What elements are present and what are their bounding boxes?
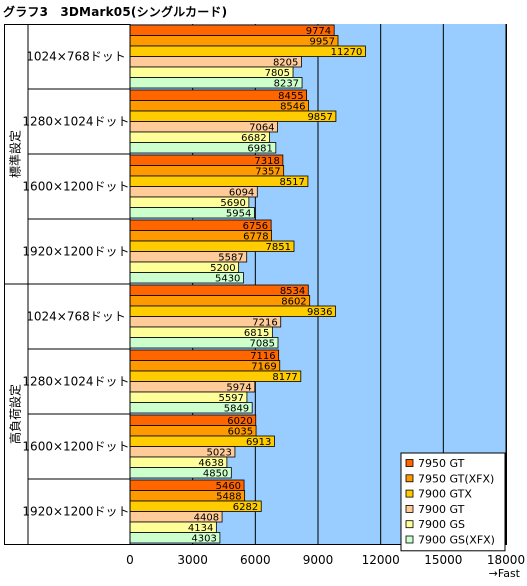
data-label: 8455 (278, 91, 303, 102)
category-label: 1600×1200ドット (22, 440, 129, 454)
bar (129, 305, 336, 317)
data-label: 7318 (254, 156, 279, 167)
data-label: 9857 (307, 112, 332, 123)
data-label: 7805 (265, 68, 290, 79)
data-label: 6035 (228, 427, 253, 438)
data-label: 7085 (250, 339, 275, 350)
legend-swatch (405, 474, 414, 483)
data-label: 5690 (220, 198, 245, 209)
legend-label: 7900 GS (418, 518, 465, 531)
data-label: 7064 (249, 123, 274, 134)
data-label: 5488 (216, 492, 241, 503)
data-label: 6815 (244, 328, 269, 339)
data-label: 9774 (306, 26, 331, 37)
data-label: 7216 (252, 318, 277, 329)
data-label: 6913 (246, 437, 271, 448)
legend-swatch (405, 459, 414, 467)
legend-label: 7950 GT(XFX) (418, 472, 494, 485)
category-label: 1280×1024ドット (22, 115, 129, 129)
bar (129, 24, 335, 36)
data-label: 6282 (233, 502, 258, 513)
legend-label: 7900 GT (418, 503, 465, 516)
tick-label: 6000 (240, 553, 271, 567)
legend-swatch (405, 504, 414, 513)
legend-box (400, 452, 506, 552)
legend-swatch (405, 535, 414, 544)
data-label: 8517 (279, 177, 304, 188)
data-label: 5460 (216, 481, 241, 492)
data-label: 8546 (280, 102, 305, 113)
data-label: 5597 (218, 393, 243, 404)
data-label: 6756 (243, 221, 268, 232)
data-label: 7851 (266, 242, 291, 253)
data-label: 4408 (194, 513, 219, 524)
data-label: 5954 (226, 209, 251, 220)
data-label: 6778 (243, 232, 268, 243)
data-label: 9957 (310, 37, 335, 48)
bar (129, 35, 339, 47)
x-axis-label: →Fast (489, 567, 521, 580)
legend-label: 7950 GT (418, 457, 465, 470)
data-label: 11270 (331, 47, 363, 58)
tick-label: 9000 (303, 553, 334, 567)
data-label: 5974 (226, 383, 251, 394)
tick-label: 12000 (362, 553, 400, 567)
data-label: 4134 (188, 523, 213, 534)
data-label: 7357 (255, 167, 280, 178)
category-label: 1024×768ドット (26, 50, 126, 64)
data-label: 6682 (241, 133, 266, 144)
data-label: 8534 (280, 286, 305, 297)
category-label: 1024×768ドット (26, 310, 126, 324)
bar (129, 110, 337, 122)
data-label: 7116 (250, 351, 275, 362)
group-label: 標準設定 (8, 130, 23, 178)
data-label: 5849 (224, 404, 249, 415)
category-label: 1920×1200ドット (22, 505, 129, 519)
data-label: 9836 (307, 307, 332, 318)
tick-label: 18000 (487, 553, 525, 567)
data-label: 8237 (274, 79, 299, 90)
category-label: 1920×1200ドット (22, 245, 129, 259)
tick-label: 0 (126, 553, 134, 567)
data-label: 8602 (281, 297, 306, 308)
data-label: 8177 (272, 372, 297, 383)
legend-swatch (405, 489, 414, 498)
data-label: 4303 (191, 534, 216, 545)
data-label: 4850 (203, 469, 228, 480)
category-label: 1280×1024ドット (22, 375, 129, 389)
data-label: 6981 (247, 144, 272, 155)
data-label: 8205 (273, 58, 298, 69)
data-label: 4638 (198, 458, 223, 469)
tick-label: 15000 (424, 553, 462, 567)
data-label: 5430 (215, 274, 240, 285)
data-label: 5023 (206, 448, 231, 459)
legend-label: 7900 GTX (418, 488, 472, 501)
tick-label: 3000 (177, 553, 208, 567)
data-label: 6020 (227, 416, 252, 427)
data-label: 5200 (210, 263, 235, 274)
data-label: 5587 (218, 253, 243, 264)
category-label: 1600×1200ドット (22, 180, 129, 194)
data-label: 7169 (251, 362, 276, 373)
legend-swatch (405, 520, 414, 529)
legend-label: 7900 GS(XFX) (418, 534, 495, 547)
chart-title: グラフ3 3DMark05(シングルカード) (3, 5, 228, 19)
data-label: 6094 (229, 188, 254, 199)
group-label: 高負荷設定 (8, 384, 23, 444)
